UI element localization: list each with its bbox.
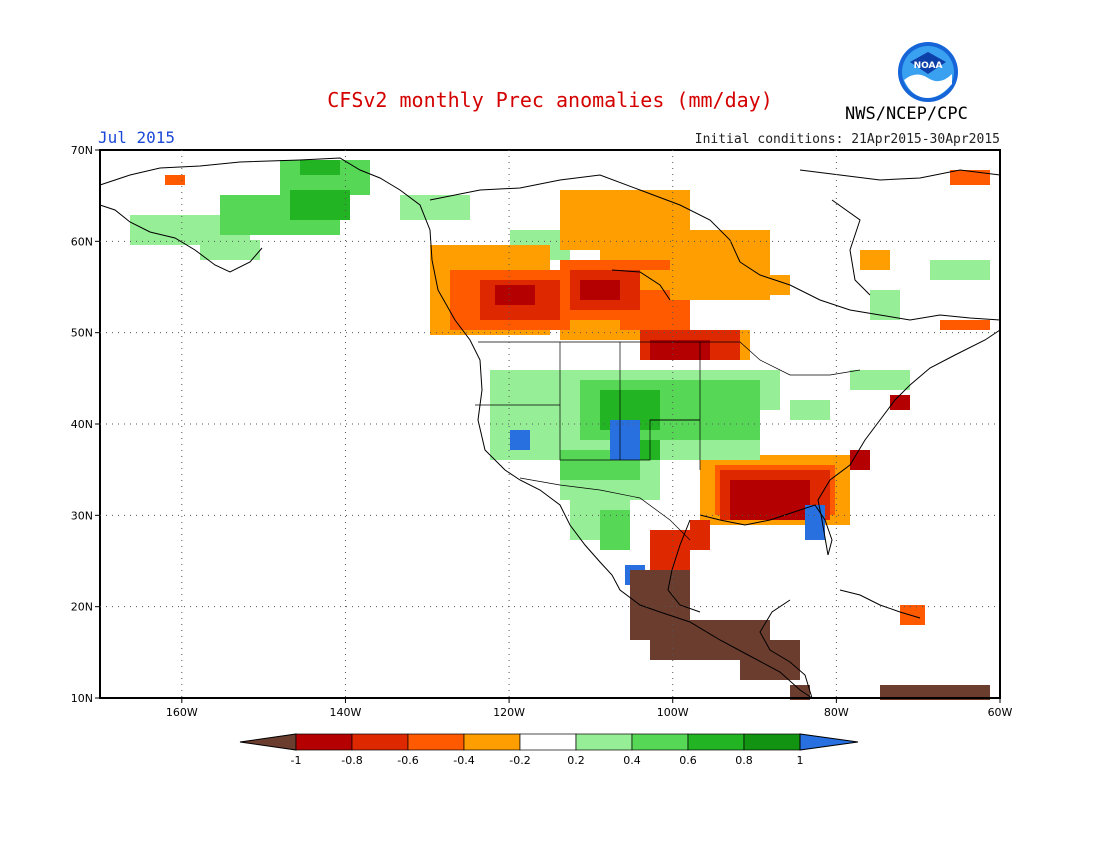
lon-label: 140W xyxy=(330,706,362,719)
anomaly-patch xyxy=(890,395,910,410)
colorbar-segment xyxy=(351,733,409,751)
colorbar-segment xyxy=(295,733,353,751)
anomaly-patch xyxy=(610,420,640,460)
map-title: CFSv2 monthly Prec anomalies (mm/day) xyxy=(327,88,773,112)
lat-label: 30N xyxy=(71,509,93,522)
anomaly-patch xyxy=(900,605,925,625)
anomaly-patch xyxy=(495,285,535,305)
latitude-labels: 70N 60N 50N 40N 30N 20N 10N xyxy=(71,144,93,705)
initial-conditions: Initial conditions: 21Apr2015-30Apr2015 xyxy=(694,132,1000,147)
longitude-labels: 160W 140W 120W 100W 80W 60W xyxy=(166,706,1013,719)
colorbar-arrow-left xyxy=(239,733,297,751)
anomaly-patch xyxy=(300,160,340,175)
colorbar-label: -0.2 xyxy=(509,754,530,767)
anomaly-patch xyxy=(850,450,870,470)
anomaly-patch xyxy=(510,430,530,450)
anomaly-patch xyxy=(880,685,990,700)
lon-label: 60W xyxy=(988,706,1013,719)
lat-label: 60N xyxy=(71,235,93,248)
anomaly-patch xyxy=(790,400,830,420)
colorbar-segment xyxy=(407,733,465,751)
anomaly-patch xyxy=(580,280,620,300)
lat-label: 10N xyxy=(71,692,93,705)
anomaly-patch xyxy=(850,370,910,390)
anomaly-patch xyxy=(940,320,990,330)
anomaly-patch xyxy=(600,510,630,550)
colorbar-label: -0.8 xyxy=(341,754,362,767)
colorbar-segment xyxy=(463,733,521,751)
colorbar-label: -1 xyxy=(291,754,302,767)
colorbar-segment xyxy=(743,733,801,751)
noaa-logo-icon: NOAA xyxy=(898,42,958,102)
anomaly-patch xyxy=(790,685,810,700)
lat-label: 40N xyxy=(71,418,93,431)
forecast-month: Jul 2015 xyxy=(98,128,176,147)
anomaly-patch xyxy=(290,190,350,220)
political-borders xyxy=(475,341,861,541)
colorbar-label: 0.8 xyxy=(735,754,753,767)
anomaly-patch xyxy=(740,640,800,680)
anomaly-patch xyxy=(860,250,890,270)
colorbar-segment xyxy=(575,733,633,751)
anomaly-patch xyxy=(640,270,700,290)
lon-label: 80W xyxy=(824,706,849,719)
anomaly-patch xyxy=(770,275,790,295)
anomaly-patch xyxy=(730,480,810,520)
colorbar: -1 -0.8 -0.6 -0.4 -0.2 0.2 0.4 0.6 0.8 1 xyxy=(239,733,859,767)
colorbar-label: 0.4 xyxy=(623,754,641,767)
colorbar-label: -0.4 xyxy=(453,754,474,767)
colorbar-segment xyxy=(519,733,577,751)
gridlines xyxy=(95,149,1001,703)
lon-label: 100W xyxy=(657,706,689,719)
anomaly-patch xyxy=(690,520,710,550)
lon-label: 160W xyxy=(166,706,198,719)
anomaly-patch xyxy=(950,170,990,185)
agency-label: NWS/NCEP/CPC xyxy=(845,104,968,124)
lat-label: 20N xyxy=(71,601,93,614)
lat-label: 50N xyxy=(71,327,93,340)
anomaly-patch xyxy=(805,505,825,540)
anomaly-layer xyxy=(130,160,990,700)
noaa-logo-text: NOAA xyxy=(914,61,943,71)
anomaly-patch xyxy=(930,260,990,280)
coastlines xyxy=(99,157,1001,699)
colorbar-segment xyxy=(631,733,689,751)
anomaly-patch xyxy=(650,340,710,360)
colorbar-segment xyxy=(687,733,745,751)
lat-label: 70N xyxy=(71,144,93,157)
colorbar-label: 1 xyxy=(797,754,804,767)
lon-label: 120W xyxy=(493,706,525,719)
colorbar-arrow-right xyxy=(799,733,859,751)
colorbar-label: -0.6 xyxy=(397,754,418,767)
anomaly-patch xyxy=(200,240,260,260)
colorbar-label: 0.6 xyxy=(679,754,697,767)
anomaly-patch xyxy=(870,290,900,320)
anomaly-patch xyxy=(165,175,185,185)
colorbar-label: 0.2 xyxy=(567,754,585,767)
